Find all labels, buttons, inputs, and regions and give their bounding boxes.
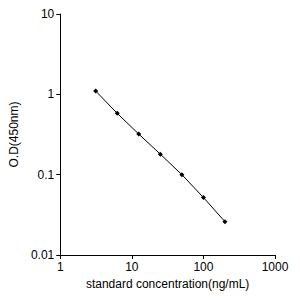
svg-text:1: 1 <box>48 87 55 101</box>
svg-text:10: 10 <box>125 260 139 274</box>
svg-text:10: 10 <box>41 7 55 21</box>
svg-text:1000: 1000 <box>262 260 289 274</box>
svg-text:0.01: 0.01 <box>31 248 55 262</box>
svg-text:1: 1 <box>57 260 64 274</box>
svg-text:100: 100 <box>193 260 213 274</box>
svg-text:standard concentration(ng/mL): standard concentration(ng/mL) <box>86 277 249 291</box>
svg-text:0.1: 0.1 <box>38 168 55 182</box>
svg-text:O.D(450nm): O.D(450nm) <box>7 101 21 167</box>
